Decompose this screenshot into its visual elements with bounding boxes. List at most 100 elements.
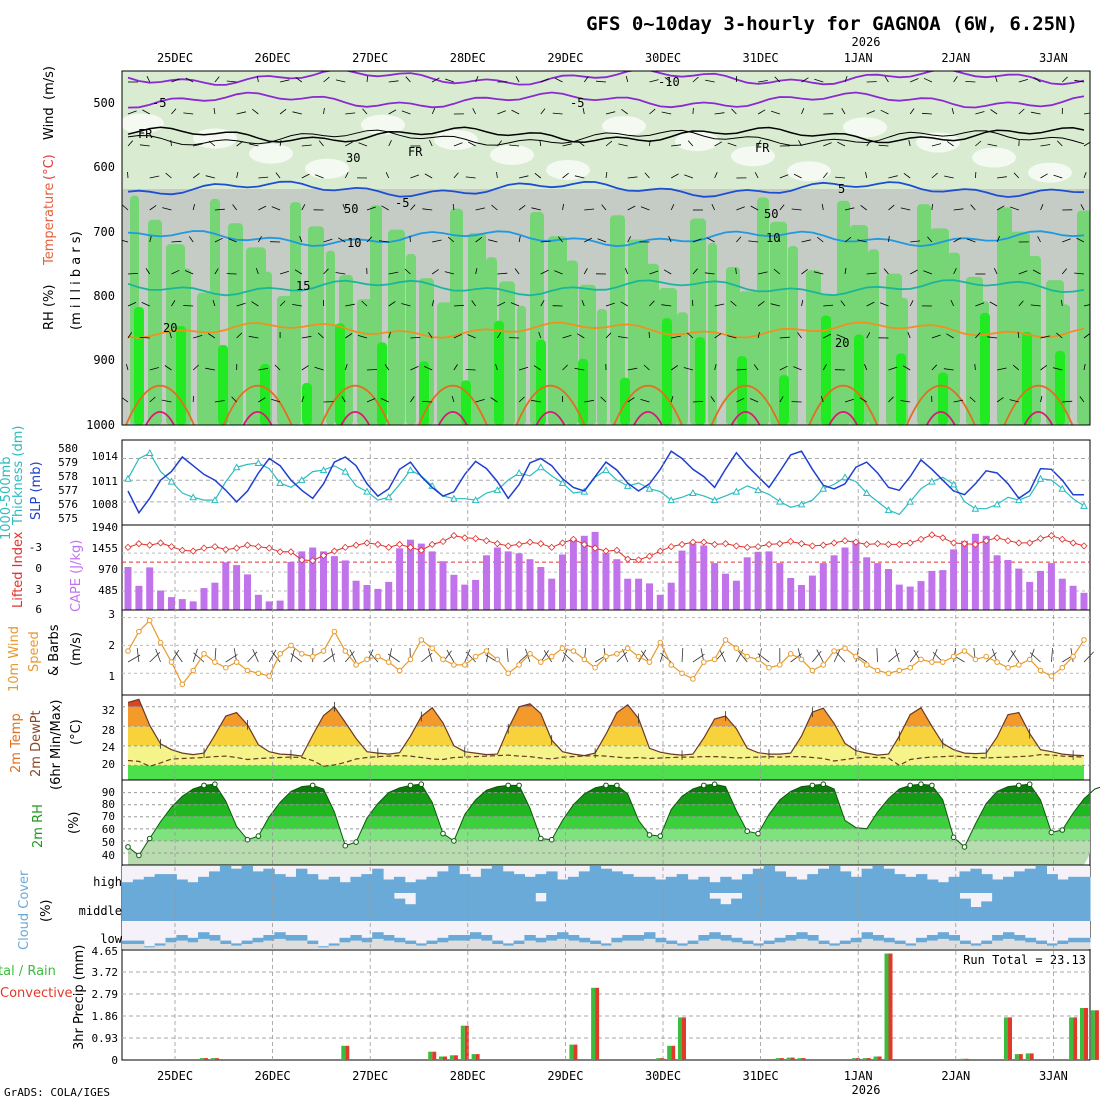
cloud-low-bar xyxy=(480,940,493,949)
ua-wind-barb xyxy=(562,334,572,339)
ua-wind-barb xyxy=(518,204,526,211)
li-marker xyxy=(178,546,186,554)
ua-wind-barb xyxy=(921,112,932,115)
ua-wind-barb xyxy=(774,76,781,83)
ua-wind-barb xyxy=(841,108,846,115)
ua-wind-barb xyxy=(987,336,998,339)
ua-surface-contour xyxy=(320,384,391,425)
li-marker xyxy=(417,546,425,554)
ua-wind-barb xyxy=(149,235,152,243)
cloud-fraction-bar xyxy=(328,876,341,893)
ua-wind-barb xyxy=(405,76,411,83)
cape-bar xyxy=(1080,592,1088,610)
ua-contour-label: -5 xyxy=(395,196,409,210)
ua-wind-barb xyxy=(997,367,1007,371)
cloud-low-bar xyxy=(829,945,841,949)
ua-wind-barb xyxy=(969,396,976,403)
rh-marker xyxy=(657,833,664,839)
ua-ytick-500: 500 xyxy=(93,96,115,110)
ua-contour-label: 15 xyxy=(296,279,310,293)
li-marker xyxy=(515,540,523,548)
cloud-fraction-bar xyxy=(981,874,993,893)
wind-speed-marker xyxy=(429,645,436,652)
ua-moist-column xyxy=(148,219,162,425)
ua-moist-column xyxy=(610,215,625,425)
thk-ytick-578: 578 xyxy=(58,470,78,483)
ua-wind-barb xyxy=(428,332,433,339)
ua-wind-barb xyxy=(518,175,529,179)
li-marker xyxy=(863,540,871,548)
rh-marker xyxy=(125,844,131,850)
upper-air-contours: -10 -5 -5 FR FR FR -5 5 10 10 15 20 20 30 50 50 xyxy=(122,71,1090,425)
cape-bar xyxy=(678,550,686,610)
wind-speed-marker xyxy=(635,653,642,660)
cape-bar xyxy=(646,583,653,610)
li-marker xyxy=(254,543,262,551)
ua-wind-barb xyxy=(496,171,498,179)
thickness-marker xyxy=(363,487,371,495)
ua-wind-barb xyxy=(361,300,368,307)
ua-wind-barb xyxy=(149,396,156,403)
ua-wind-barb xyxy=(1040,144,1051,147)
cloud-low-bar xyxy=(970,945,982,949)
slp-ytick-1014: 1014 xyxy=(92,450,119,463)
thickness-marker xyxy=(167,477,176,485)
cloud-low-bar xyxy=(850,942,863,949)
ua-wind-barb xyxy=(950,300,955,307)
wind-panel: 1 2 3 10m Wind Speed & Barbs (m/s) xyxy=(7,608,1094,696)
ua-wind-barb xyxy=(366,369,378,371)
wind-speed-marker xyxy=(299,651,305,657)
wind-speed-marker xyxy=(527,651,533,657)
slp-plot xyxy=(122,448,1090,516)
cloud-fraction-bar xyxy=(339,882,351,893)
ua-wind-barb xyxy=(793,173,802,179)
ua-contour-label: FR xyxy=(138,127,153,141)
cloud-fraction-bar xyxy=(143,876,156,893)
ua-wind-barb xyxy=(236,140,244,147)
footer-credit: GrADS: COLA/IGES xyxy=(4,1086,110,1099)
ua-wind-barb xyxy=(907,332,911,339)
cape-bar xyxy=(874,563,882,610)
cloud-fraction-bar xyxy=(720,904,732,921)
ua-wind-barb xyxy=(236,171,239,179)
ua-wind-barb xyxy=(866,332,871,339)
wind-speed-marker xyxy=(472,653,479,660)
ua-surface-contour-hot xyxy=(730,411,761,425)
ua-wind-barb xyxy=(670,395,674,403)
thickness-marker xyxy=(558,478,567,486)
cloud-low-bar xyxy=(372,938,384,949)
cloud-fraction-bar xyxy=(535,874,547,893)
ua-wind-barb xyxy=(1053,367,1063,371)
thickness-marker xyxy=(906,497,915,505)
wind-speed-marker xyxy=(581,656,588,663)
slp-ytick-1011: 1011 xyxy=(92,475,119,488)
cape-bar xyxy=(635,578,643,610)
ua-wind-barb xyxy=(625,76,629,83)
ua-moist-column xyxy=(868,249,879,425)
cloud-fraction-bar xyxy=(861,868,873,893)
cloud-fraction-bar xyxy=(241,866,253,893)
precip-convective-bar xyxy=(877,1056,882,1060)
ua-wind-barb xyxy=(714,363,717,371)
ua-dry-patch xyxy=(490,144,534,165)
ua-wind-barb xyxy=(1012,364,1020,371)
ua-wind-barb xyxy=(1057,140,1063,147)
cloud-fraction-bar xyxy=(654,893,667,921)
thk-ylabel-2: 1000-500mb xyxy=(0,456,14,540)
ua-wind-barb xyxy=(1083,112,1090,115)
wind-barb xyxy=(543,650,553,663)
cloud-fraction-bar xyxy=(426,876,438,893)
wind-ylabel-1: 10m Wind xyxy=(7,626,22,692)
ua-wind-barb xyxy=(910,78,919,83)
ua-wind-barb xyxy=(823,142,832,147)
wind-barb xyxy=(835,651,846,663)
wind-barb xyxy=(1083,651,1094,663)
ua-wind-barb xyxy=(205,175,216,179)
ua-wind-barb xyxy=(670,173,679,179)
cloud-fraction-bar xyxy=(926,879,939,893)
ua-moist-column xyxy=(290,202,301,425)
ua-contour-label: FR xyxy=(755,141,770,155)
cape-bar xyxy=(928,570,936,610)
cloud-fraction-bar xyxy=(807,893,819,921)
ua-wind-barb xyxy=(687,140,694,147)
